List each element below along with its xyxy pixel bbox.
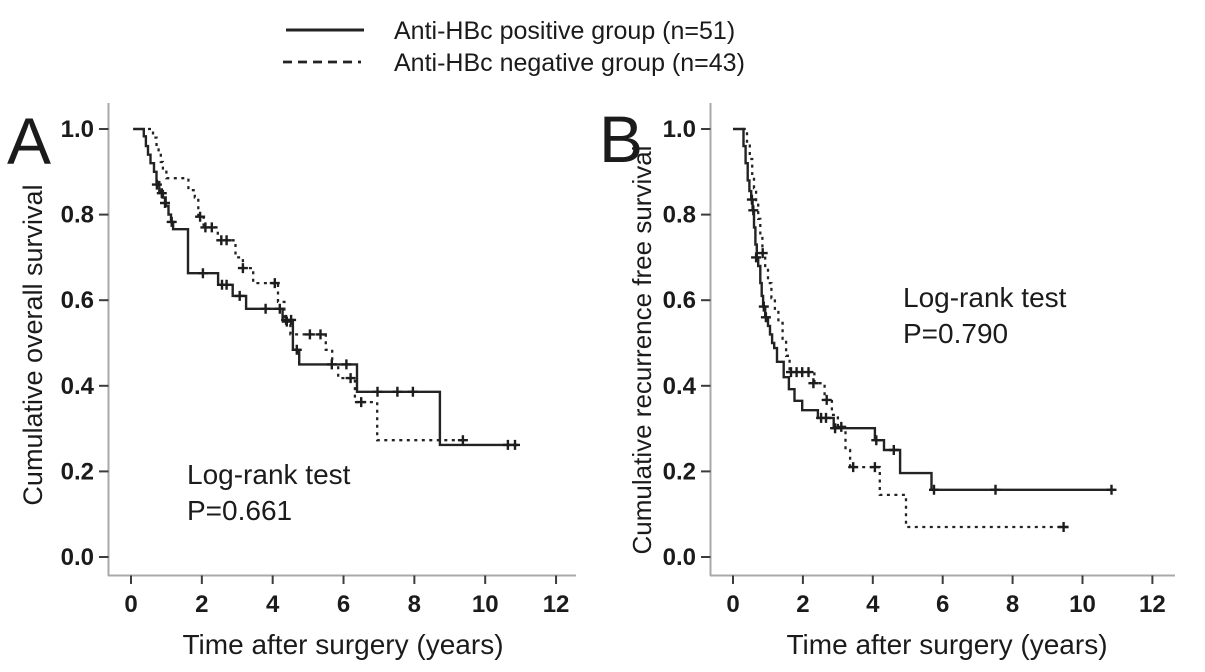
x-tick-label: 0 <box>124 591 137 618</box>
panel-b-annotation-line-2: P=0.790 <box>903 318 1008 349</box>
censor-marks-positive-group <box>746 194 1117 495</box>
km-curve-negative-group <box>148 127 468 442</box>
panel-a-curves <box>133 127 520 450</box>
legend: Anti-HBc positive group (n=51) Anti-HBc … <box>283 17 745 77</box>
x-tick-label: 2 <box>796 591 809 618</box>
x-tick-label: 2 <box>195 591 208 618</box>
censor-marks-negative-group <box>195 211 468 446</box>
x-tick-label: 6 <box>936 591 949 618</box>
panel-a-x-ticks: 0 2 4 6 8 10 12 <box>124 575 570 618</box>
censor-marks-positive-group <box>151 179 520 450</box>
x-tick-label: 6 <box>337 591 350 618</box>
y-tick-label: 0.8 <box>61 202 94 229</box>
x-tick-label: 0 <box>726 591 739 618</box>
panel-a-y-axis-title: Cumulative overall survival <box>18 184 48 505</box>
y-tick-label: 0.4 <box>663 373 697 400</box>
legend-label-positive: Anti-HBc positive group (n=51) <box>394 17 735 45</box>
y-tick-label: 0.6 <box>663 287 696 314</box>
panel-b-x-ticks: 0 2 4 6 8 10 12 <box>726 575 1166 618</box>
panel-a: A 0.0 0.2 0.4 0.6 0.8 1.0 0 2 4 6 8 10 12 Cumulativ… <box>7 103 576 660</box>
y-tick-label: 0.2 <box>663 458 696 485</box>
x-tick-label: 12 <box>543 591 570 618</box>
y-tick-label: 1.0 <box>663 116 696 143</box>
x-tick-label: 8 <box>1006 591 1019 618</box>
y-tick-label: 0.8 <box>663 202 696 229</box>
panel-b: B 0.0 0.2 0.4 0.6 0.8 1.0 0 2 4 6 8 10 12 Cumulativ… <box>599 102 1175 660</box>
legend-label-negative: Anti-HBc negative group (n=43) <box>394 49 745 77</box>
y-tick-label: 0.6 <box>61 287 94 314</box>
y-tick-label: 0.4 <box>61 373 95 400</box>
panel-b-curves <box>733 127 1117 532</box>
panel-a-annotation-line-1: Log-rank test <box>187 459 351 490</box>
panel-b-y-axis-title: Cumulative recurrence free survival <box>627 146 657 555</box>
y-tick-label: 0.0 <box>663 544 696 571</box>
km-curve-positive-group <box>133 127 518 447</box>
x-tick-label: 10 <box>472 591 499 618</box>
y-tick-label: 0.2 <box>61 458 94 485</box>
panel-b-x-axis-title: Time after surgery (years) <box>786 629 1107 660</box>
x-tick-label: 10 <box>1069 591 1096 618</box>
panel-a-letter: A <box>7 104 51 178</box>
x-tick-label: 12 <box>1139 591 1166 618</box>
panel-b-letter: B <box>599 102 643 176</box>
panel-b-annotation-line-1: Log-rank test <box>903 282 1067 313</box>
censor-marks-negative-group <box>757 248 1069 532</box>
panel-a-x-axis-title: Time after surgery (years) <box>182 629 503 660</box>
panel-a-y-ticks: 0.0 0.2 0.4 0.6 0.8 1.0 <box>61 116 109 571</box>
panel-a-annotation-line-2: P=0.661 <box>187 495 292 526</box>
panel-b-y-ticks: 0.0 0.2 0.4 0.6 0.8 1.0 <box>663 116 711 571</box>
x-tick-label: 8 <box>408 591 421 618</box>
x-tick-label: 4 <box>266 591 280 618</box>
x-tick-label: 4 <box>866 591 880 618</box>
y-tick-label: 0.0 <box>61 544 94 571</box>
y-tick-label: 1.0 <box>61 116 94 143</box>
